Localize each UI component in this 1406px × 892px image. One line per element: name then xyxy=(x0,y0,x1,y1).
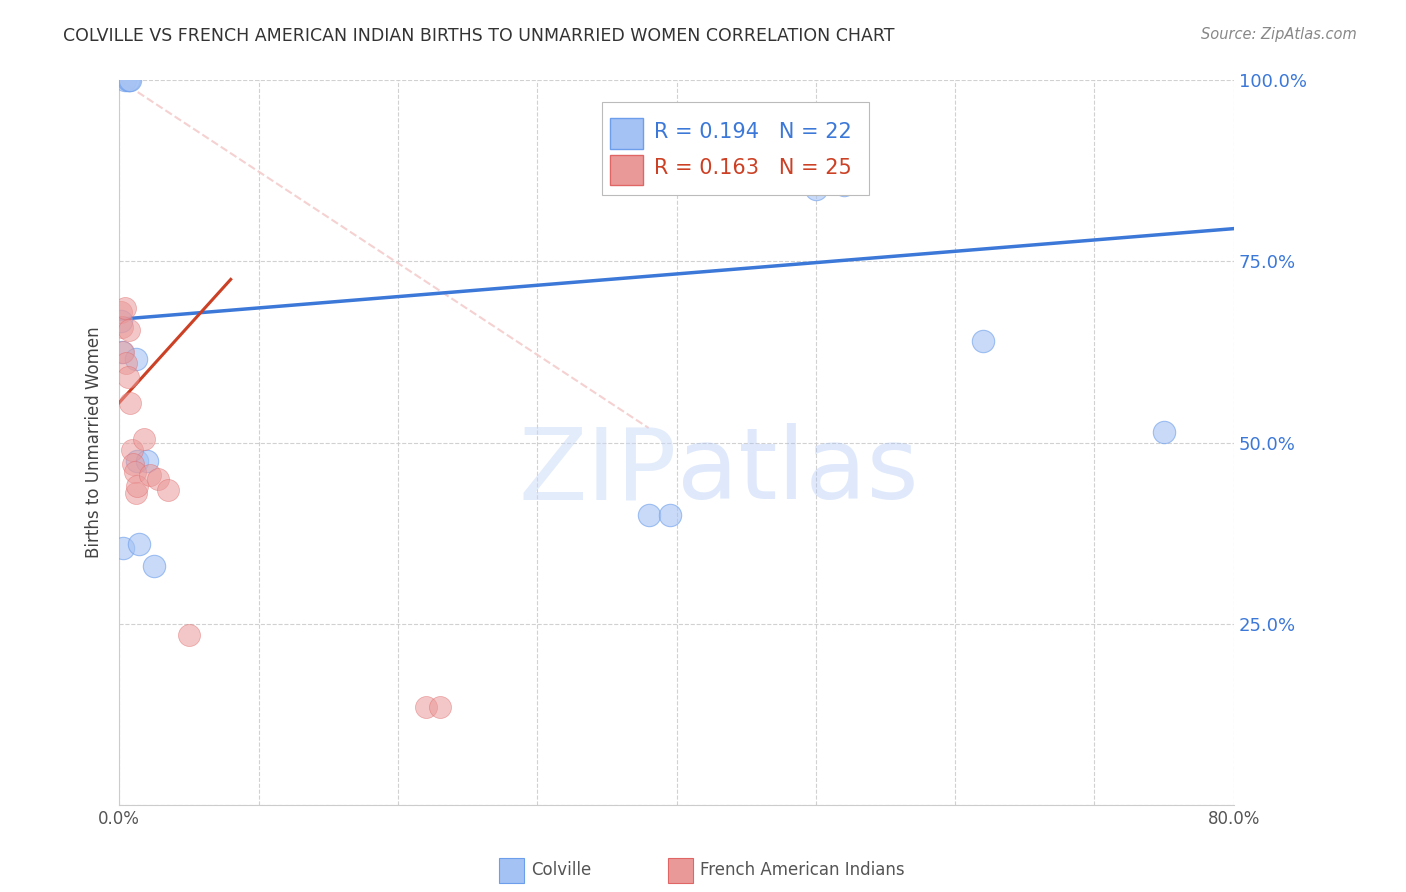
Point xyxy=(658,508,681,522)
Point xyxy=(114,73,136,87)
Y-axis label: Births to Unmarried Women: Births to Unmarried Women xyxy=(86,326,103,558)
Point xyxy=(415,700,437,714)
Point xyxy=(120,73,142,87)
Point xyxy=(120,395,142,409)
Point xyxy=(117,370,139,384)
Point xyxy=(122,457,145,471)
Point xyxy=(128,537,150,551)
Point xyxy=(110,314,132,328)
Text: ZIP: ZIP xyxy=(519,423,676,520)
Point xyxy=(157,483,180,497)
Point xyxy=(972,334,994,348)
Point xyxy=(125,352,148,367)
Text: atlas: atlas xyxy=(676,423,918,520)
Point xyxy=(110,305,132,319)
Point xyxy=(114,301,136,316)
Text: Colville: Colville xyxy=(531,861,592,879)
FancyBboxPatch shape xyxy=(602,102,869,194)
Point xyxy=(832,178,855,193)
Point xyxy=(134,432,156,446)
Point xyxy=(148,472,170,486)
Text: French American Indians: French American Indians xyxy=(700,861,905,879)
FancyBboxPatch shape xyxy=(610,154,643,186)
Point xyxy=(127,453,149,467)
Point xyxy=(118,323,141,337)
Point xyxy=(112,541,135,555)
Point xyxy=(111,319,134,334)
Point xyxy=(139,468,162,483)
Text: R = 0.163   N = 25: R = 0.163 N = 25 xyxy=(654,159,852,178)
Point xyxy=(804,182,827,196)
Point xyxy=(111,344,134,359)
Point xyxy=(115,356,138,370)
Point xyxy=(121,442,143,457)
Point xyxy=(177,628,200,642)
Point xyxy=(1153,425,1175,439)
Point xyxy=(124,465,146,479)
Point xyxy=(118,73,141,87)
Point xyxy=(127,479,149,493)
Text: COLVILLE VS FRENCH AMERICAN INDIAN BIRTHS TO UNMARRIED WOMEN CORRELATION CHART: COLVILLE VS FRENCH AMERICAN INDIAN BIRTH… xyxy=(63,27,894,45)
Text: R = 0.194   N = 22: R = 0.194 N = 22 xyxy=(654,122,852,142)
Point xyxy=(125,486,148,500)
Point xyxy=(429,700,451,714)
Point xyxy=(117,73,139,87)
Point xyxy=(637,508,659,522)
Point xyxy=(112,344,135,359)
Point xyxy=(136,453,159,467)
FancyBboxPatch shape xyxy=(610,119,643,149)
Text: Source: ZipAtlas.com: Source: ZipAtlas.com xyxy=(1201,27,1357,42)
Point xyxy=(143,558,166,573)
